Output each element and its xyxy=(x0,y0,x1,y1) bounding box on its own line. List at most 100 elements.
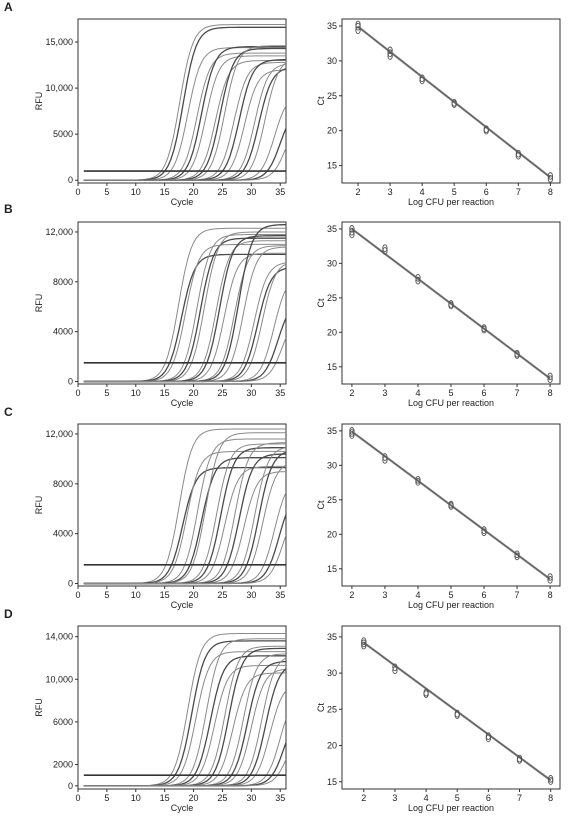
data-point xyxy=(382,455,388,464)
data-point xyxy=(481,526,487,535)
y-tick-label: 30 xyxy=(327,460,337,470)
x-tick-label: 20 xyxy=(189,187,199,197)
x-tick-label: 7 xyxy=(515,388,520,398)
data-point xyxy=(392,666,398,675)
standard-curve-chart-a: 2 3 4 5 6 7 8 15 20 25 30 35 Log CFU per reaction Ct xyxy=(316,18,561,207)
regression-line-core xyxy=(357,26,551,178)
y-tick-label: 15 xyxy=(327,362,337,372)
data-point xyxy=(547,575,553,584)
y-tick-label: 25 xyxy=(327,91,337,101)
data-point xyxy=(382,247,388,255)
data-point xyxy=(349,230,355,239)
amplification-curve xyxy=(83,262,286,382)
amplification-curve xyxy=(83,657,286,787)
x-tick-label: 10 xyxy=(131,388,141,398)
x-tick-label: 35 xyxy=(275,388,285,398)
x-tick-label: 30 xyxy=(246,590,256,600)
x-tick-label: 4 xyxy=(415,590,420,600)
x-tick-label: 30 xyxy=(246,388,256,398)
x-axis-label: Cycle xyxy=(171,803,194,813)
amplification-chart-c: 0 5 10 15 20 25 30 35 0 4000 8000 12,000 Cycle RFU xyxy=(34,423,287,610)
x-tick-label: 25 xyxy=(217,187,227,197)
plot-frame xyxy=(77,423,287,587)
x-tick-label: 15 xyxy=(160,793,170,803)
data-point xyxy=(415,276,421,285)
x-tick-label: 4 xyxy=(420,187,425,197)
data-point xyxy=(548,775,554,783)
y-tick-label: 25 xyxy=(327,293,337,303)
standard-curve-chart-c: 2 3 4 5 6 7 8 15 20 25 30 35 Log CFU per reaction Ct xyxy=(316,423,561,610)
x-tick-label: 20 xyxy=(189,388,199,398)
data-point xyxy=(415,475,421,484)
x-tick-label: 5 xyxy=(104,590,109,600)
x-tick-label: 8 xyxy=(548,388,553,398)
y-tick-label: 4000 xyxy=(53,529,73,539)
y-tick-label: 0 xyxy=(68,579,73,589)
y-tick-label: 12,000 xyxy=(45,227,73,237)
x-axis-label: Log CFU per reaction xyxy=(408,398,494,408)
y-tick-label: 5000 xyxy=(53,129,73,139)
y-tick-label: 0 xyxy=(68,781,73,791)
data-point xyxy=(448,300,454,308)
data-point xyxy=(387,46,393,55)
amplification-curve xyxy=(83,655,286,787)
data-point xyxy=(451,98,457,107)
y-axis-label: RFU xyxy=(34,496,44,515)
x-tick-label: 6 xyxy=(486,793,491,803)
y-tick-label: 15 xyxy=(327,161,337,171)
x-tick-label: 5 xyxy=(452,187,457,197)
x-tick-label: 3 xyxy=(392,793,397,803)
x-tick-label: 7 xyxy=(515,590,520,600)
y-axis-label: RFU xyxy=(34,92,44,111)
y-tick-label: 35 xyxy=(327,632,337,642)
x-tick-label: 2 xyxy=(356,187,361,197)
y-tick-label: 4000 xyxy=(53,327,73,337)
data-point xyxy=(355,26,361,35)
data-point xyxy=(514,550,520,559)
x-tick-label: 4 xyxy=(415,388,420,398)
x-tick-label: 35 xyxy=(275,187,285,197)
x-tick-label: 6 xyxy=(482,388,487,398)
data-point xyxy=(547,375,553,384)
data-point xyxy=(454,709,460,718)
x-axis-label: Cycle xyxy=(171,197,194,207)
y-tick-label: 15 xyxy=(327,777,337,787)
panel-a: A xyxy=(0,0,587,208)
x-tick-label: 6 xyxy=(484,187,489,197)
panel-label: C xyxy=(4,405,13,419)
x-tick-label: 2 xyxy=(349,388,354,398)
y-axis-label: RFU xyxy=(34,698,44,717)
x-tick-label: 5 xyxy=(104,793,109,803)
y-tick-label: 20 xyxy=(327,327,337,337)
y-tick-label: 30 xyxy=(327,56,337,66)
x-tick-label: 3 xyxy=(388,187,393,197)
regression-line-core xyxy=(351,431,551,580)
y-axis-label: Ct xyxy=(316,298,326,307)
plot-frame xyxy=(341,18,561,184)
y-tick-label: 30 xyxy=(327,668,337,678)
x-tick-label: 25 xyxy=(217,388,227,398)
data-point xyxy=(361,637,367,646)
amplification-curve xyxy=(83,45,286,181)
x-tick-label: 3 xyxy=(382,590,387,600)
panel-d: D xyxy=(0,607,587,815)
y-tick-label: 20 xyxy=(327,529,337,539)
data-point xyxy=(485,732,492,740)
y-axis-label: Ct xyxy=(316,96,326,105)
x-tick-label: 8 xyxy=(548,187,553,197)
data-point xyxy=(349,427,355,435)
x-tick-label: 2 xyxy=(349,590,354,600)
x-tick-label: 35 xyxy=(275,590,285,600)
x-tick-label: 30 xyxy=(246,187,256,197)
data-point xyxy=(415,273,421,282)
x-axis-label: Cycle xyxy=(171,398,194,408)
y-axis-label: Ct xyxy=(316,500,326,509)
data-point xyxy=(355,20,361,29)
x-tick-label: 0 xyxy=(75,187,80,197)
y-tick-label: 2000 xyxy=(53,759,73,769)
data-point xyxy=(392,663,398,672)
y-tick-label: 0 xyxy=(68,175,73,185)
amplification-curve xyxy=(83,492,286,584)
data-point xyxy=(547,372,553,381)
data-point xyxy=(515,149,521,158)
